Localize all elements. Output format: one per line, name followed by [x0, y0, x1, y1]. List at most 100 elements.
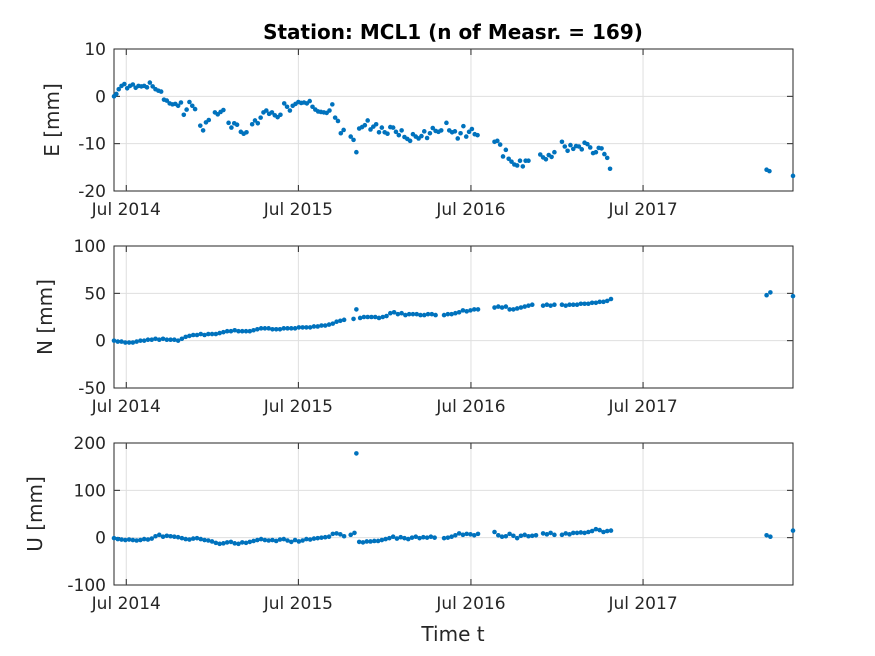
y-tick-label: 100 — [74, 481, 106, 501]
data-point — [315, 535, 321, 541]
data-point — [322, 323, 328, 328]
data-point — [461, 123, 466, 129]
data-point — [187, 537, 192, 542]
data-point — [441, 535, 447, 541]
data-point — [232, 541, 238, 546]
data-point — [585, 141, 590, 147]
data-point — [424, 535, 430, 540]
data-point — [288, 326, 294, 331]
data-point — [144, 85, 150, 90]
data-point — [183, 536, 188, 542]
data-point — [338, 532, 343, 537]
data-point — [387, 535, 392, 541]
data-point — [469, 126, 475, 132]
data-point — [304, 536, 309, 542]
data-point — [149, 536, 155, 541]
y-tick-label: -10 — [78, 135, 106, 155]
data-point — [315, 324, 321, 329]
data-point — [548, 530, 553, 536]
data-point — [430, 125, 436, 131]
data-point — [579, 147, 585, 152]
data-point — [153, 336, 158, 342]
data-point — [221, 541, 226, 546]
data-point — [285, 326, 290, 331]
axes-box — [113, 48, 794, 192]
data-point — [236, 541, 241, 547]
data-point — [258, 326, 264, 331]
data-point — [511, 307, 516, 312]
data-point — [492, 305, 497, 310]
data-point — [206, 117, 212, 123]
data-point — [563, 531, 569, 536]
data-point — [471, 533, 477, 538]
panel-north: -50 0 50 100 Jul 2014 Jul 2015 Jul 2016 Jul 201… — [33, 237, 796, 417]
data-point — [175, 338, 181, 343]
data-point — [351, 316, 356, 322]
data-point — [428, 534, 434, 540]
data-point — [198, 536, 204, 542]
data-point — [464, 309, 470, 314]
data-point — [514, 535, 520, 541]
data-point — [123, 537, 128, 543]
data-point — [548, 303, 553, 308]
data-point — [768, 534, 773, 540]
x-tick-label: Jul 2016 — [435, 397, 505, 417]
data-point — [574, 530, 580, 536]
data-point — [570, 530, 576, 536]
data-point — [115, 536, 121, 542]
data-point — [468, 532, 473, 537]
data-point — [228, 539, 234, 545]
data-point — [114, 91, 119, 97]
data-point — [544, 532, 550, 537]
data-point — [150, 84, 155, 89]
x-tick-label: Jul 2016 — [435, 200, 505, 220]
data-point — [537, 152, 543, 157]
data-point — [354, 307, 359, 312]
data-point — [310, 104, 315, 110]
data-point — [209, 331, 215, 337]
data-point — [179, 535, 185, 541]
x-tick-label: Jul 2016 — [435, 594, 505, 614]
data-point — [445, 535, 451, 540]
data-point — [278, 112, 283, 118]
data-point — [517, 158, 523, 164]
data-point — [221, 329, 226, 335]
data-point — [194, 535, 200, 541]
data-point — [258, 536, 264, 542]
data-point — [213, 331, 219, 337]
data-point — [379, 537, 385, 543]
data-point — [540, 531, 546, 536]
data-point — [421, 312, 427, 318]
data-point — [334, 319, 339, 325]
data-point — [149, 337, 155, 343]
data-point — [604, 298, 610, 304]
data-point — [380, 314, 386, 320]
data-point — [270, 537, 275, 543]
data-point — [453, 310, 458, 316]
data-point — [338, 130, 344, 136]
data-point — [138, 338, 143, 343]
data-point — [111, 338, 117, 343]
data-point — [255, 121, 261, 126]
data-point — [790, 528, 796, 533]
data-point — [533, 533, 539, 538]
data-point — [559, 139, 565, 145]
data-point — [499, 534, 505, 540]
y-axis-label: N [mm] — [33, 279, 57, 355]
data-point — [433, 312, 438, 318]
data-point — [402, 535, 407, 541]
data-point — [156, 337, 162, 343]
data-point — [352, 530, 357, 536]
data-point — [266, 326, 271, 331]
data-point — [341, 127, 346, 133]
data-point — [209, 539, 215, 544]
data-point — [247, 328, 253, 334]
data-point — [456, 309, 462, 315]
data-point — [589, 528, 595, 534]
data-point — [475, 132, 480, 138]
data-point — [160, 336, 166, 342]
data-point — [552, 532, 557, 538]
data-point — [399, 128, 404, 133]
data-point — [164, 98, 170, 103]
data-point — [264, 108, 269, 113]
